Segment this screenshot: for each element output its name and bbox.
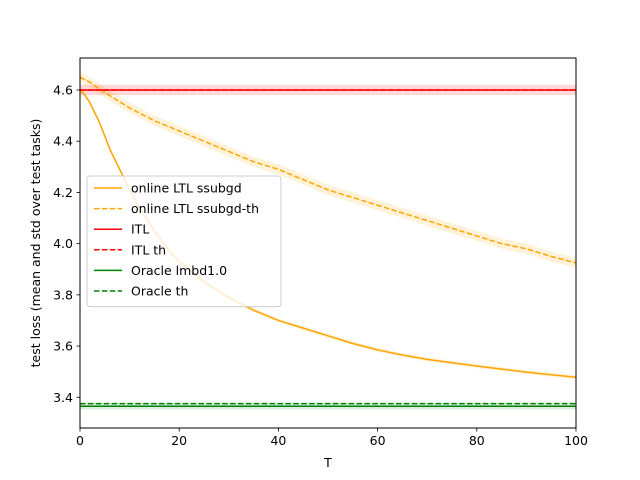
y-tick-label: 3.4 [53, 390, 73, 405]
y-tick-label: 4.2 [53, 185, 73, 200]
legend-label-oracle-th: Oracle th [131, 284, 188, 299]
std-band-online-ltl-ssubgd-th [80, 72, 576, 268]
legend-label-itl-th: ITL th [131, 242, 166, 257]
y-tick-label: 3.8 [53, 287, 73, 302]
series-line-online-ltl-ssubgd-th [79, 76, 577, 264]
x-tick-label: 80 [469, 433, 485, 448]
x-tick-label: 40 [270, 433, 286, 448]
x-tick-label: 0 [76, 433, 84, 448]
y-axis-ticks: 3.4 3.6 3.8 4.0 4.2 4.4 4.6 [53, 83, 80, 405]
legend-box [86, 175, 282, 308]
x-tick-label: 20 [171, 433, 187, 448]
y-tick-label: 3.6 [53, 339, 73, 354]
x-axis-label: T [323, 455, 332, 470]
legend-label-online-ltl-ssubgd-th: online LTL ssubgd-th [131, 201, 259, 216]
y-tick-label: 4.0 [53, 236, 73, 251]
legend-label-online-ltl-ssubgd: online LTL ssubgd [131, 181, 242, 196]
y-tick-label: 4.4 [53, 134, 73, 149]
legend-label-oracle-lmbd1-0: Oracle lmbd1.0 [131, 263, 227, 278]
legend: online LTL ssubgd online LTL ssubgd-th ITL… [86, 175, 282, 308]
y-axis-label: test loss (mean and std over test tasks) [28, 119, 43, 368]
x-tick-label: 100 [564, 433, 588, 448]
plot-frame [79, 57, 577, 429]
y-tick-label: 4.6 [53, 83, 73, 98]
legend-label-itl: ITL [131, 222, 149, 237]
x-tick-label: 60 [370, 433, 386, 448]
x-axis-ticks: 0 20 40 60 80 100 [76, 428, 588, 448]
